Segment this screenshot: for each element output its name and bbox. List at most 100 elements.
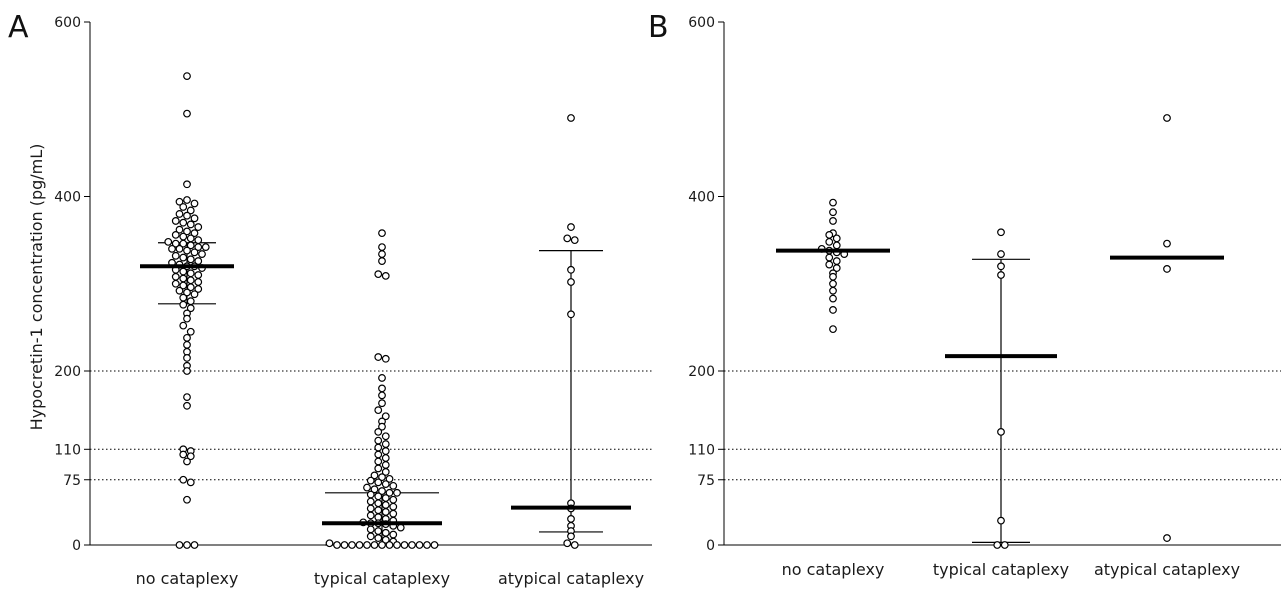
data-point xyxy=(563,539,572,548)
data-point xyxy=(832,257,841,265)
data-point xyxy=(186,478,195,487)
data-point xyxy=(829,294,837,303)
data-point xyxy=(198,250,206,258)
data-point xyxy=(389,530,398,539)
data-point xyxy=(378,374,386,382)
data-point xyxy=(430,541,439,549)
data-point xyxy=(381,461,390,469)
data-point xyxy=(389,481,398,490)
data-point xyxy=(825,253,834,262)
data-point xyxy=(194,243,203,252)
data-point xyxy=(378,257,386,265)
data-point xyxy=(171,217,180,225)
data-point xyxy=(366,497,375,506)
data-point xyxy=(186,304,195,313)
data-point xyxy=(389,502,398,511)
data-point xyxy=(186,297,195,306)
data-point xyxy=(378,384,386,393)
y-tick-label: 200 xyxy=(688,364,715,380)
data-point xyxy=(829,286,837,295)
data-point xyxy=(190,248,199,257)
data-point xyxy=(381,508,390,516)
data-point xyxy=(385,488,394,497)
data-point xyxy=(570,236,579,245)
data-point xyxy=(179,274,188,283)
data-point xyxy=(997,271,1005,279)
y-tick-label: 75 xyxy=(697,473,715,489)
data-point xyxy=(183,541,191,549)
data-point xyxy=(378,250,386,258)
data-point xyxy=(179,203,188,211)
data-point xyxy=(381,494,390,502)
data-point xyxy=(186,241,195,250)
data-point xyxy=(179,281,188,290)
data-point xyxy=(567,532,575,541)
x-category-label: no cataplexy xyxy=(136,569,239,588)
data-point xyxy=(179,300,188,309)
data-point xyxy=(186,276,195,285)
data-point xyxy=(381,354,390,363)
data-point xyxy=(370,541,379,549)
data-point xyxy=(378,229,386,238)
data-point xyxy=(183,393,191,402)
data-point xyxy=(381,501,390,509)
data-point xyxy=(415,541,424,549)
panel-a-y-ticks: 0 75 110 200 400 600 xyxy=(54,15,90,554)
data-point xyxy=(408,541,416,549)
data-point xyxy=(175,541,184,549)
data-point xyxy=(183,401,191,410)
data-point xyxy=(378,541,386,549)
y-tick-label: 0 xyxy=(72,538,81,554)
y-tick-label: 75 xyxy=(63,473,81,489)
y-tick-label: 110 xyxy=(688,442,715,458)
panel-b-data-marks xyxy=(776,114,1224,549)
data-point xyxy=(567,515,575,523)
data-point xyxy=(400,541,409,549)
panel-b-letter: B xyxy=(648,10,669,45)
data-point xyxy=(190,290,199,299)
data-point xyxy=(186,452,195,461)
data-point xyxy=(340,541,349,549)
panel-a-data-marks xyxy=(140,72,631,549)
data-point xyxy=(183,180,191,189)
data-point xyxy=(186,327,195,336)
y-axis-label: Hypocretin-1 concentration (pg/mL) xyxy=(27,144,46,431)
y-tick-label: 400 xyxy=(688,190,715,206)
data-point xyxy=(190,199,199,208)
data-point xyxy=(393,488,401,497)
data-point xyxy=(363,541,371,549)
data-point xyxy=(381,528,390,537)
data-point xyxy=(370,471,379,480)
data-point xyxy=(381,535,390,544)
data-point xyxy=(829,279,837,288)
data-point xyxy=(171,239,180,248)
data-point xyxy=(201,243,210,252)
data-point xyxy=(183,367,191,375)
data-point xyxy=(374,527,383,535)
data-point xyxy=(378,391,386,400)
data-point xyxy=(366,490,375,499)
data-point xyxy=(370,485,379,494)
data-point xyxy=(381,432,390,441)
panel-a-reference-lines xyxy=(90,370,652,481)
data-point xyxy=(363,483,371,492)
data-point xyxy=(190,541,199,549)
data-point xyxy=(567,278,575,286)
data-point xyxy=(378,399,386,408)
data-point xyxy=(374,406,383,415)
data-point xyxy=(325,539,334,548)
data-point xyxy=(378,422,386,431)
panel-b-y-ticks: 0 75 110 200 400 600 xyxy=(688,15,724,554)
data-point xyxy=(194,223,203,231)
data-point xyxy=(179,293,188,302)
y-tick-label: 400 xyxy=(54,190,81,206)
data-point xyxy=(385,474,394,483)
data-point xyxy=(385,541,394,549)
data-point xyxy=(183,227,191,236)
data-point xyxy=(832,241,841,250)
data-point xyxy=(374,492,383,501)
data-point xyxy=(194,278,203,286)
data-point xyxy=(186,269,195,278)
data-point xyxy=(829,272,837,281)
data-point xyxy=(183,72,191,80)
